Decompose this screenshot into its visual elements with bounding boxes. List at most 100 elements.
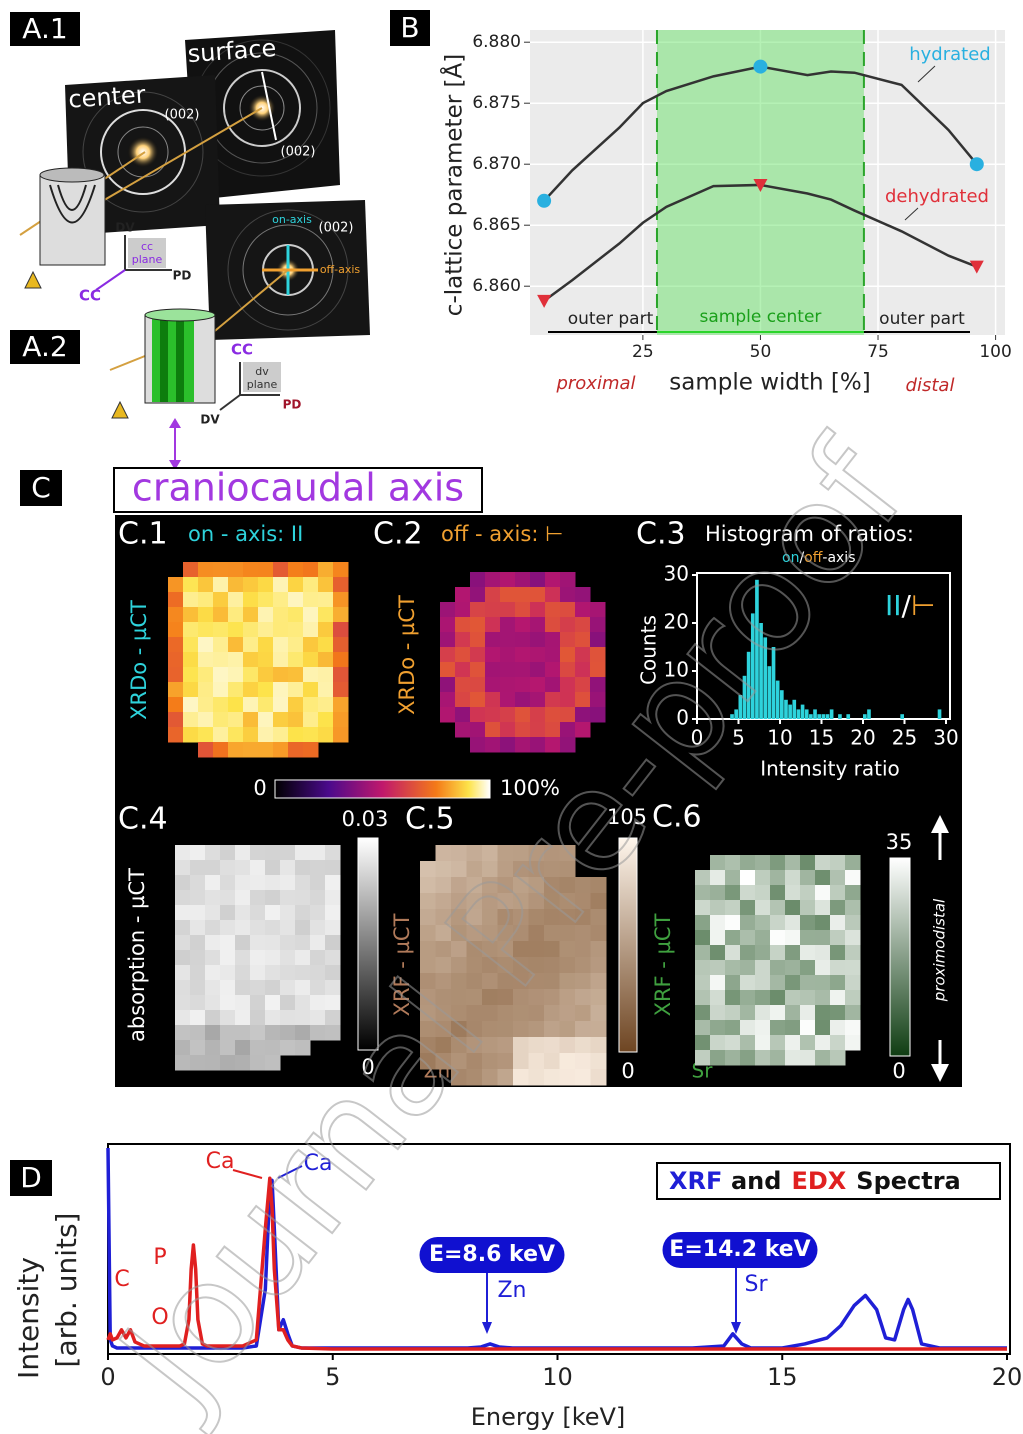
map-pixel bbox=[710, 1005, 726, 1021]
map-pixel bbox=[590, 1037, 607, 1054]
map-pixel bbox=[482, 925, 498, 942]
map-pixel bbox=[513, 973, 529, 990]
map-pixel bbox=[544, 1005, 560, 1022]
map-pixel bbox=[250, 980, 266, 996]
map-pixel bbox=[168, 637, 184, 653]
map-pixel bbox=[770, 1005, 786, 1021]
map-pixel bbox=[420, 925, 436, 942]
legend: XRF and EDX Spectra bbox=[669, 1167, 961, 1195]
map-pixel bbox=[466, 989, 483, 1006]
x-tick-label: 20 bbox=[850, 726, 875, 750]
map-pixel bbox=[273, 637, 289, 653]
map-pixel bbox=[497, 861, 514, 878]
map-pixel bbox=[560, 572, 576, 588]
map-axis: XRDo - µCT bbox=[395, 595, 419, 715]
map-pixel bbox=[420, 861, 436, 878]
map-pixel bbox=[513, 909, 529, 926]
map-pixel bbox=[497, 989, 514, 1006]
map-pixel bbox=[198, 727, 214, 743]
map-pixel bbox=[470, 602, 486, 618]
map-pixel bbox=[265, 965, 281, 981]
histogram-bar bbox=[937, 709, 942, 719]
map-pixel bbox=[303, 637, 319, 653]
map-pixel bbox=[451, 1021, 467, 1038]
leader bbox=[904, 207, 919, 221]
map-pixel bbox=[755, 1050, 771, 1066]
map-pixel bbox=[435, 909, 452, 926]
map-pixel bbox=[515, 632, 531, 648]
map-pixel bbox=[482, 1037, 498, 1054]
map-pixel bbox=[497, 925, 514, 942]
axis-label: PD bbox=[283, 398, 302, 412]
map-pixel bbox=[470, 662, 486, 678]
axis-note: distal bbox=[906, 375, 955, 396]
map-pixel bbox=[695, 990, 711, 1006]
panel-label: C.6 bbox=[652, 800, 702, 835]
panel-label: C bbox=[31, 471, 51, 504]
map-pixel bbox=[295, 980, 311, 996]
map-pixel bbox=[485, 647, 501, 663]
map-pixel bbox=[710, 1050, 726, 1066]
map-pixel bbox=[250, 1025, 266, 1041]
map-pixel bbox=[288, 697, 304, 713]
map-pixel bbox=[466, 973, 483, 990]
image-label: center bbox=[67, 80, 146, 113]
map-pixel bbox=[435, 1053, 452, 1070]
map-pixel bbox=[590, 1005, 607, 1022]
map-pixel bbox=[755, 975, 771, 991]
plane-label: plane bbox=[132, 253, 163, 266]
map-pixel bbox=[280, 920, 296, 936]
axis-label: DV bbox=[200, 413, 220, 427]
schematic-a bbox=[10, 12, 370, 470]
map-pixel bbox=[190, 950, 206, 966]
map-pixel bbox=[455, 647, 471, 663]
map-pixel bbox=[513, 861, 529, 878]
map-pixel bbox=[175, 1040, 191, 1056]
map-pixel bbox=[590, 973, 607, 990]
map-pixel bbox=[205, 1040, 221, 1056]
map-pixel bbox=[695, 975, 711, 991]
map-pixel bbox=[500, 572, 516, 588]
map-pixel bbox=[530, 677, 546, 693]
map-pixel bbox=[190, 845, 206, 861]
map-pixel bbox=[785, 900, 801, 916]
map-pixel bbox=[451, 941, 467, 958]
map-pixel bbox=[258, 667, 274, 683]
map-pixel bbox=[325, 920, 341, 936]
leader bbox=[917, 65, 936, 83]
colorbar-label: 0 bbox=[621, 1059, 634, 1083]
map-pixel bbox=[333, 712, 349, 728]
map-pixel bbox=[545, 662, 561, 678]
legend: II/⊢ bbox=[885, 589, 935, 622]
map-pixel bbox=[515, 722, 531, 738]
map-pixel bbox=[213, 622, 229, 638]
map-pixel bbox=[333, 682, 349, 698]
map-pixel bbox=[190, 1040, 206, 1056]
map-pixel bbox=[559, 893, 576, 910]
annotation: E=14.2 keV bbox=[669, 1237, 810, 1262]
map-pixel bbox=[528, 957, 545, 974]
map-pixel bbox=[455, 602, 471, 618]
map-pixel bbox=[303, 727, 319, 743]
map-pixel bbox=[168, 607, 184, 623]
map-pixel bbox=[559, 957, 576, 974]
arrow-head bbox=[482, 1322, 492, 1334]
map-pixel bbox=[590, 692, 606, 708]
map-pixel bbox=[168, 667, 184, 683]
reflex-label: (002) bbox=[165, 108, 200, 123]
map-pixel bbox=[243, 562, 259, 578]
map-pixel bbox=[740, 900, 756, 916]
map-pixel bbox=[590, 989, 607, 1006]
map-pixel bbox=[530, 707, 546, 723]
map-pixel bbox=[785, 855, 801, 871]
map-pixel bbox=[175, 980, 191, 996]
y-tick-label: 6.860 bbox=[472, 276, 521, 296]
map-pixel bbox=[560, 692, 576, 708]
annotation: Ca bbox=[206, 1149, 235, 1174]
map-pixel bbox=[440, 662, 456, 678]
map-pixel bbox=[770, 960, 786, 976]
map-pixel bbox=[295, 1025, 311, 1041]
histogram-bar bbox=[730, 714, 734, 719]
map-pixel bbox=[228, 727, 244, 743]
map-pixel bbox=[575, 707, 591, 723]
